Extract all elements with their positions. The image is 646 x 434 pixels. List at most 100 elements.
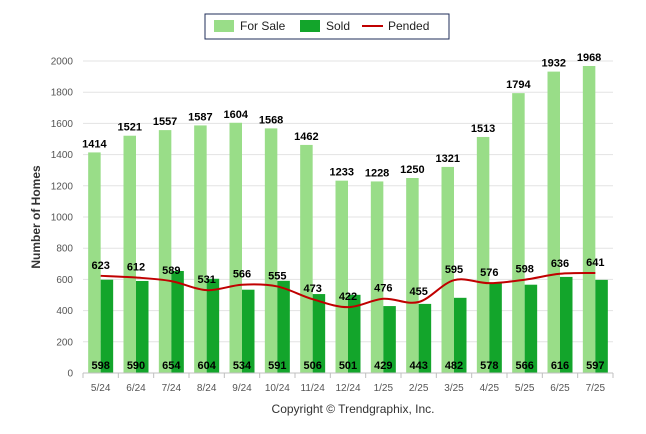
x-tick-label: 9/24: [232, 383, 252, 394]
x-tick-label: 11/24: [301, 383, 326, 394]
x-axis: 5/24 6/24 7/24 8/24 9/24 10/24 11/24 12/24 1/25 2…: [82, 372, 614, 394]
bar-for-sale: [300, 144, 313, 373]
y-tick-label: 1000: [51, 213, 74, 224]
x-tick-label: 8/24: [197, 383, 217, 394]
label-pended: 641: [586, 257, 604, 269]
copyright-text: Copyright © Trendgraphix, Inc.: [272, 402, 435, 416]
label-pended: 636: [551, 258, 569, 270]
y-tick-label: 600: [56, 275, 73, 286]
label-pended: 455: [409, 286, 427, 298]
bar-sold: [383, 306, 396, 373]
x-tick-label: 7/24: [162, 383, 182, 394]
y-tick-label: 0: [67, 369, 73, 380]
x-tick-label: 12/24: [335, 383, 360, 394]
label-pended: 589: [162, 265, 180, 277]
legend-label-for-sale: For Sale: [240, 19, 286, 33]
label-sold: 578: [480, 360, 498, 372]
bar-for-sale: [406, 178, 419, 373]
x-tick-label: 4/25: [480, 383, 500, 394]
label-for-sale: 1568: [259, 114, 283, 126]
label-for-sale: 1233: [330, 167, 354, 179]
x-tick-label: 7/25: [586, 383, 606, 394]
label-pended: 612: [127, 262, 145, 274]
x-tick-label: 6/24: [126, 383, 146, 394]
label-pended: 566: [233, 269, 251, 281]
bars: [88, 65, 608, 374]
pended-line: [100, 272, 596, 309]
label-pended: 555: [268, 270, 286, 282]
bar-for-sale: [194, 125, 207, 373]
legend-swatch-sold: [300, 20, 320, 32]
bar-sold: [489, 282, 502, 373]
bar-sold: [312, 294, 326, 373]
label-for-sale: 1414: [82, 138, 107, 150]
data-labels: 1414 1521 1557 1587 1604 1568 1462 1233 1228 1250…: [82, 52, 604, 372]
legend-label-pended: Pended: [388, 19, 429, 33]
pended-series: [100, 272, 596, 309]
y-tick-label: 1200: [51, 181, 74, 192]
legend-swatch-for-sale: [214, 20, 234, 32]
label-pended: 623: [91, 260, 109, 272]
y-tick-label: 200: [56, 337, 73, 348]
bar-sold: [242, 289, 255, 373]
x-tick-label: 5/24: [91, 383, 111, 394]
bar-sold: [560, 276, 573, 373]
label-sold: 616: [551, 360, 569, 372]
bar-for-sale: [88, 152, 101, 373]
label-sold: 482: [445, 360, 463, 372]
label-for-sale: 1321: [436, 153, 460, 165]
y-axis: 0 200 400 600 800 1000 1200 1400 1600 1800 2000: [51, 57, 74, 380]
y-tick-label: 1600: [51, 119, 74, 130]
label-sold: 534: [233, 360, 252, 372]
bar-for-sale: [476, 136, 490, 373]
y-tick-label: 1800: [51, 88, 74, 99]
bar-sold: [348, 294, 361, 373]
bar-for-sale: [441, 166, 454, 373]
bar-sold: [418, 303, 432, 373]
bar-for-sale: [123, 135, 136, 373]
bar-sold: [171, 270, 184, 373]
bar-for-sale: [547, 71, 560, 373]
legend-box: [204, 13, 450, 40]
bar-for-sale: [582, 65, 596, 373]
label-sold: 598: [91, 360, 109, 372]
bar-for-sale: [158, 130, 172, 373]
label-pended: 476: [374, 283, 392, 295]
label-for-sale: 1932: [542, 58, 566, 70]
bar-sold: [136, 280, 149, 373]
label-sold: 591: [268, 360, 286, 372]
y-tick-label: 800: [56, 244, 73, 255]
label-pended: 595: [445, 264, 463, 276]
label-for-sale: 1587: [188, 111, 212, 123]
bar-for-sale: [512, 93, 525, 374]
bar-for-sale: [370, 181, 384, 373]
x-tick-label: 6/25: [550, 383, 570, 394]
bar-sold: [206, 278, 220, 373]
label-for-sale: 1513: [471, 123, 495, 135]
bar-sold: [454, 297, 467, 373]
bar-sold: [277, 280, 290, 373]
label-for-sale: 1794: [506, 79, 531, 91]
label-for-sale: 1557: [153, 116, 177, 128]
bar-for-sale: [335, 180, 348, 373]
label-for-sale: 1228: [365, 167, 389, 179]
x-tick-label: 5/25: [515, 383, 535, 394]
label-sold: 597: [586, 360, 604, 372]
label-for-sale: 1250: [400, 164, 424, 176]
label-sold: 443: [409, 360, 427, 372]
label-for-sale: 1968: [577, 52, 601, 64]
label-sold: 501: [339, 360, 357, 372]
x-tick-label: 10/24: [265, 383, 290, 394]
label-sold: 506: [303, 360, 321, 372]
legend-label-sold: Sold: [326, 19, 350, 33]
bar-sold: [595, 279, 608, 373]
label-sold: 590: [127, 360, 145, 372]
label-pended: 422: [339, 291, 357, 303]
legend: For Sale Sold Pended: [204, 13, 450, 40]
label-pended: 576: [480, 267, 498, 279]
label-for-sale: 1521: [118, 122, 142, 134]
label-sold: 566: [515, 360, 533, 372]
label-pended: 473: [303, 283, 321, 295]
y-tick-label: 400: [56, 306, 73, 317]
